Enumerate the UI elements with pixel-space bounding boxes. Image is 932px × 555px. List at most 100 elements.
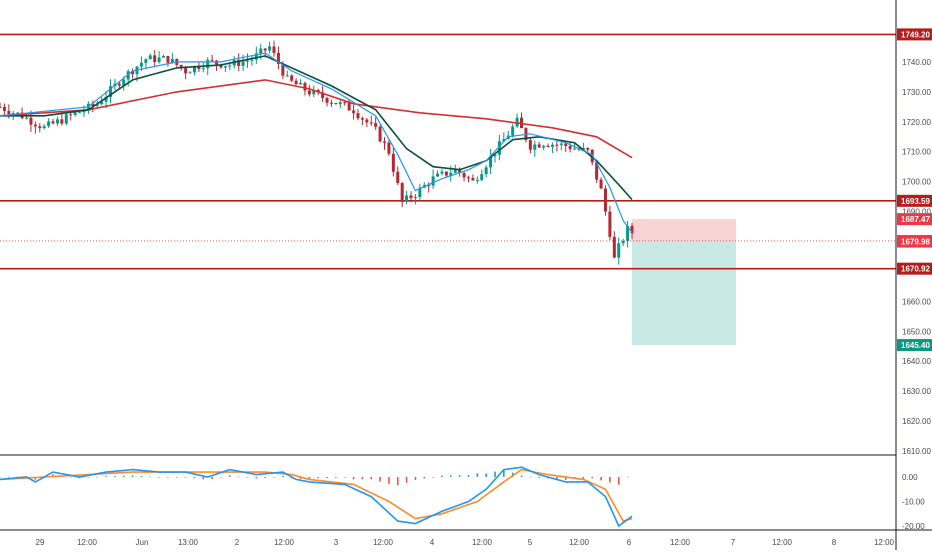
candle-body[interactable] <box>144 59 148 63</box>
candle-body[interactable] <box>69 114 73 116</box>
candle-body[interactable] <box>131 71 135 75</box>
candle-body[interactable] <box>436 173 440 177</box>
candle-body[interactable] <box>250 59 254 61</box>
candle-body[interactable] <box>489 156 493 168</box>
candle-body[interactable] <box>338 102 342 105</box>
candle-body[interactable] <box>396 171 400 184</box>
candle-body[interactable] <box>254 53 258 60</box>
candle-body[interactable] <box>466 177 470 179</box>
candle-body[interactable] <box>369 122 373 124</box>
candle-body[interactable] <box>617 243 621 258</box>
candle-body[interactable] <box>64 114 68 124</box>
candle-body[interactable] <box>418 187 422 197</box>
candle-body[interactable] <box>334 103 338 105</box>
stop-loss-tag[interactable] <box>897 213 932 226</box>
level-tag[interactable] <box>897 262 932 275</box>
candle-body[interactable] <box>11 113 15 115</box>
candle-body[interactable] <box>630 225 634 234</box>
candle-body[interactable] <box>595 162 599 180</box>
candle-body[interactable] <box>223 66 227 68</box>
candle-body[interactable] <box>197 66 201 70</box>
candle-body[interactable] <box>383 141 387 143</box>
candle-body[interactable] <box>586 148 590 150</box>
candle-body[interactable] <box>188 72 192 74</box>
candle-body[interactable] <box>299 82 303 85</box>
candle-body[interactable] <box>179 64 183 69</box>
candle-body[interactable] <box>480 174 484 181</box>
candle-body[interactable] <box>285 75 289 77</box>
candle-body[interactable] <box>471 178 475 181</box>
candle-body[interactable] <box>497 141 501 155</box>
take-profit-tag[interactable] <box>897 339 932 352</box>
candle-body[interactable] <box>502 139 506 142</box>
candle-body[interactable] <box>272 46 276 53</box>
candle-body[interactable] <box>206 59 210 69</box>
candle-body[interactable] <box>95 104 99 106</box>
candle-body[interactable] <box>47 121 51 127</box>
candle-body[interactable] <box>201 68 205 70</box>
candle-body[interactable] <box>29 117 33 125</box>
candle-body[interactable] <box>228 65 232 67</box>
level-tag[interactable] <box>897 28 932 41</box>
candle-body[interactable] <box>108 86 112 97</box>
candle-body[interactable] <box>16 112 20 114</box>
candle-body[interactable] <box>312 89 316 95</box>
candle-body[interactable] <box>329 102 333 104</box>
candle-body[interactable] <box>162 55 166 58</box>
candle-body[interactable] <box>343 102 347 104</box>
candle-body[interactable] <box>170 58 174 63</box>
stop-loss-zone[interactable] <box>632 219 736 242</box>
candle-body[interactable] <box>528 140 532 150</box>
candle-body[interactable] <box>7 110 11 115</box>
candle-body[interactable] <box>550 144 554 147</box>
candle-body[interactable] <box>431 176 435 186</box>
candle-body[interactable] <box>73 112 77 115</box>
candle-body[interactable] <box>184 68 188 74</box>
candle-body[interactable] <box>542 145 546 148</box>
candle-body[interactable] <box>378 126 382 142</box>
candle-body[interactable] <box>38 126 42 129</box>
candle-body[interactable] <box>365 119 369 123</box>
candle-body[interactable] <box>290 75 294 81</box>
level-tag[interactable] <box>897 194 932 207</box>
candle-body[interactable] <box>449 172 453 176</box>
candle-body[interactable] <box>78 112 82 114</box>
candle-body[interactable] <box>51 121 55 124</box>
candle-body[interactable] <box>444 171 448 176</box>
candle-body[interactable] <box>126 71 130 80</box>
candle-body[interactable] <box>307 90 311 95</box>
candle-body[interactable] <box>0 106 2 108</box>
candle-body[interactable] <box>82 110 86 113</box>
entry-tag[interactable] <box>897 235 932 248</box>
candle-body[interactable] <box>568 146 572 150</box>
candle-body[interactable] <box>219 64 223 68</box>
candle-body[interactable] <box>603 188 607 212</box>
candle-body[interactable] <box>493 154 497 157</box>
candle-body[interactable] <box>117 83 121 86</box>
candle-body[interactable] <box>303 82 307 91</box>
candle-body[interactable] <box>427 185 431 187</box>
candle-body[interactable] <box>413 196 417 199</box>
candle-body[interactable] <box>104 96 108 102</box>
candle-body[interactable] <box>166 55 170 63</box>
candle-body[interactable] <box>148 55 152 60</box>
candle-body[interactable] <box>387 142 391 154</box>
candle-body[interactable] <box>608 211 612 237</box>
candle-body[interactable] <box>409 195 413 199</box>
candle-body[interactable] <box>515 117 519 127</box>
candle-body[interactable] <box>484 167 488 175</box>
candle-body[interactable] <box>25 117 29 119</box>
candle-body[interactable] <box>245 60 249 62</box>
candle-body[interactable] <box>157 57 161 63</box>
candle-body[interactable] <box>347 102 351 111</box>
candle-body[interactable] <box>533 144 537 150</box>
candle-body[interactable] <box>91 103 95 106</box>
candle-body[interactable] <box>241 61 245 66</box>
candle-body[interactable] <box>294 80 298 85</box>
candle-body[interactable] <box>360 118 364 120</box>
candle-body[interactable] <box>356 113 360 119</box>
candle-body[interactable] <box>259 48 263 54</box>
candle-body[interactable] <box>458 168 462 173</box>
candle-body[interactable] <box>555 144 559 146</box>
